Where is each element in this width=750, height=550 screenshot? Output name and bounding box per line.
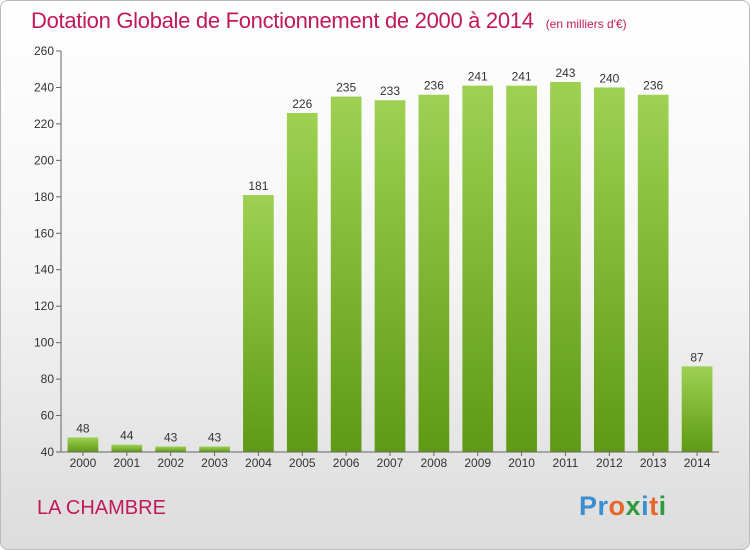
bar-value-label: 226 <box>292 97 312 111</box>
logo-letter: o <box>608 491 626 521</box>
bar-value-label: 48 <box>76 421 90 435</box>
bar <box>155 446 187 452</box>
bar <box>418 94 450 452</box>
chart-title: Dotation Globale de Fonctionnement de 20… <box>31 8 627 34</box>
bar-value-label: 233 <box>380 84 400 98</box>
x-tick-label: 2005 <box>289 456 316 470</box>
bar-value-label: 236 <box>424 79 444 93</box>
x-tick-label: 2000 <box>70 456 97 470</box>
bar <box>550 81 581 453</box>
logo-letter: x <box>625 491 642 521</box>
y-tick-label: 140 <box>34 263 54 277</box>
bar <box>681 366 713 452</box>
x-tick-label: 2009 <box>464 456 491 470</box>
bar <box>462 85 494 452</box>
y-tick-label: 220 <box>34 117 54 131</box>
y-tick-label: 160 <box>34 226 54 240</box>
bar-value-label: 43 <box>208 431 222 445</box>
bar-value-label: 236 <box>643 79 663 93</box>
bar <box>67 437 99 452</box>
logo-letter: P <box>579 491 598 521</box>
chart-unit-note: (en milliers d'€) <box>545 17 627 31</box>
x-tick-label: 2014 <box>684 456 711 470</box>
bar <box>330 96 362 453</box>
y-tick-label: 180 <box>34 190 54 204</box>
x-tick-label: 2007 <box>377 456 404 470</box>
y-tick-label: 40 <box>41 445 55 459</box>
bar <box>111 444 143 452</box>
y-tick-label: 200 <box>34 153 54 167</box>
bar-value-label: 181 <box>248 179 268 193</box>
x-axis: 2000 2001 2002 2003 2004 2005 2006 2007 2008 2009… <box>61 451 719 470</box>
chart-title-text: Dotation Globale de Fonctionnement de 20… <box>31 8 534 33</box>
commune-name: LA CHAMBRE <box>37 497 166 519</box>
bar-value-label: 243 <box>555 66 575 80</box>
bars <box>67 81 713 453</box>
x-tick-label: 2010 <box>508 456 535 470</box>
bar-value-label: 235 <box>336 81 356 95</box>
x-tick-label: 2004 <box>245 456 272 470</box>
y-tick-label: 120 <box>34 299 54 313</box>
bar <box>199 446 230 452</box>
bar <box>593 87 625 453</box>
data-labels: 48 44 43 43 181 226 235 233 236 241 241 243 240 236 87 <box>76 66 704 445</box>
y-tick-label: 60 <box>41 409 55 423</box>
y-tick-label: 80 <box>41 372 55 386</box>
logo-letter: i <box>658 491 667 521</box>
bar-value-label: 241 <box>512 70 532 84</box>
y-tick-label: 260 <box>34 44 54 58</box>
y-tick-label: 100 <box>34 336 54 350</box>
proxiti-logo: Proxiti <box>579 491 667 522</box>
x-tick-label: 2011 <box>553 456 579 470</box>
bar-value-label: 240 <box>599 71 619 85</box>
bar-value-label: 44 <box>120 429 134 443</box>
bar <box>506 85 537 452</box>
bar <box>243 194 274 452</box>
x-tick-label: 2006 <box>333 456 360 470</box>
bar-value-label: 87 <box>690 350 704 364</box>
x-tick-label: 2002 <box>157 456 184 470</box>
y-tick-label: 240 <box>34 80 54 94</box>
x-tick-label: 2008 <box>421 456 448 470</box>
y-axis: 40 60 80 100 120 140 160 180 200 220 240 260 <box>34 44 62 459</box>
bar-value-label: 241 <box>468 70 488 84</box>
logo-letter: t <box>649 491 659 521</box>
x-tick-label: 2001 <box>113 456 140 470</box>
x-tick-label: 2003 <box>201 456 228 470</box>
bar <box>637 94 669 452</box>
x-tick-label: 2013 <box>640 456 667 470</box>
logo-letter: i <box>641 491 650 521</box>
logo-letter: r <box>597 491 609 521</box>
bar <box>374 100 406 453</box>
bar <box>286 112 318 453</box>
x-tick-label: 2012 <box>596 456 623 470</box>
bar-value-label: 43 <box>164 431 178 445</box>
